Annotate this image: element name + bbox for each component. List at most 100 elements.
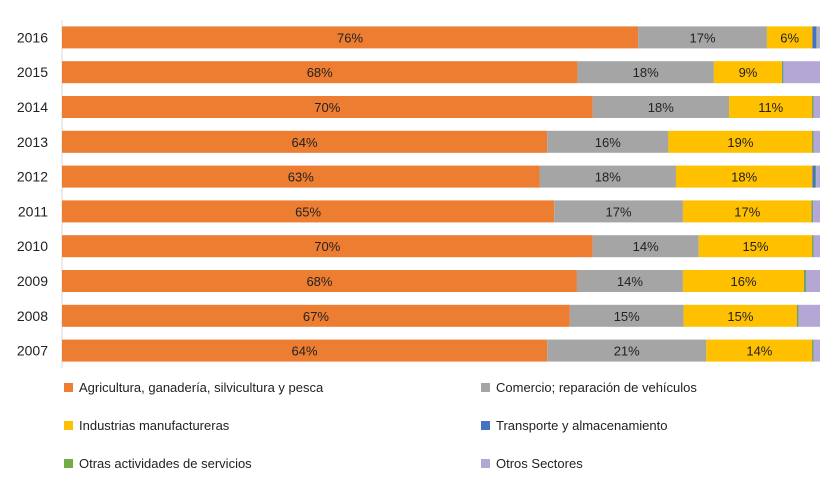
bar-segment: [812, 200, 814, 223]
bar-segment: [554, 200, 683, 223]
legend-label: Otros Sectores: [496, 456, 583, 471]
legend-item: Otras actividades de servicios: [64, 456, 252, 471]
bar-segment: [62, 26, 639, 49]
bar-segment: [806, 270, 820, 292]
data-label: 70%: [314, 100, 340, 115]
bar-segment: [62, 130, 548, 153]
legend-item: Agricultura, ganadería, silvicultura y p…: [64, 380, 323, 395]
bar-segment: [729, 96, 813, 118]
bar-segment: [638, 26, 767, 49]
bar-segment: [675, 165, 813, 188]
bar-segment: [62, 165, 540, 188]
y-tick-label: 2009: [17, 273, 48, 289]
data-label: 17%: [606, 204, 632, 219]
data-label: 15%: [614, 309, 640, 324]
bar-segment: [547, 339, 707, 362]
y-tick-label: 2015: [17, 64, 48, 80]
data-label: 64%: [292, 344, 318, 359]
y-tick-label: 2014: [17, 99, 48, 115]
data-label: 11%: [758, 100, 783, 115]
legend-item: Otros Sectores: [481, 456, 583, 471]
data-label: 17%: [734, 204, 760, 219]
bar-segment: [576, 270, 683, 292]
legend-swatch: [64, 421, 73, 430]
bar-segment: [813, 339, 820, 362]
data-label: 14%: [617, 274, 643, 289]
legend-label: Agricultura, ganadería, silvicultura y p…: [79, 380, 324, 395]
y-tick-label: 2007: [17, 343, 48, 359]
bar-segment: [592, 96, 730, 118]
data-label: 76%: [337, 30, 363, 45]
data-label: 68%: [306, 274, 332, 289]
data-label: 18%: [633, 65, 659, 80]
bar-segment: [798, 304, 820, 327]
legend-swatch: [64, 383, 73, 392]
bar-segment: [812, 96, 814, 118]
data-label: 67%: [303, 309, 329, 324]
legend-item: Comercio; reparación de vehículos: [481, 380, 697, 395]
bar-segment: [698, 235, 813, 258]
legend-label: Otras actividades de servicios: [79, 456, 252, 471]
y-tick-label: 2012: [17, 169, 48, 185]
y-tick-label: 2010: [17, 238, 48, 254]
bars: [62, 26, 820, 362]
data-label: 68%: [307, 65, 333, 80]
bar-segment: [577, 61, 714, 84]
data-label: 17%: [689, 30, 715, 45]
bar-segment: [816, 26, 817, 49]
bar-segment: [683, 304, 798, 327]
bar-segment: [813, 130, 814, 153]
bar-segment: [804, 270, 805, 292]
bar-segment: [682, 270, 805, 292]
data-label: 21%: [614, 344, 640, 359]
bar-segment: [816, 165, 820, 188]
data-label: 19%: [727, 135, 753, 150]
bar-segment: [682, 200, 812, 223]
bar-segment: [815, 165, 817, 188]
data-label: 70%: [314, 239, 340, 254]
bar-segment: [813, 200, 820, 223]
bar-segment: [812, 26, 817, 49]
data-label: 18%: [731, 170, 757, 185]
data-label: 6%: [780, 30, 799, 45]
legend-swatch: [481, 421, 490, 430]
bar-segment: [797, 304, 799, 327]
bar-segment: [813, 96, 820, 118]
bar-segment: [813, 235, 820, 258]
bar-segment: [62, 270, 577, 292]
bar-segment: [766, 26, 813, 49]
bar-segment: [813, 235, 814, 258]
data-label: 16%: [595, 135, 621, 150]
bar-segment: [569, 304, 684, 327]
bar-segment: [816, 26, 820, 49]
bar-segment: [783, 61, 820, 84]
bar-segment: [62, 235, 593, 258]
bar-segment: [798, 304, 799, 327]
bar-segment: [812, 339, 814, 362]
bar-segment: [668, 130, 813, 153]
bar-segment: [782, 61, 784, 84]
legend-swatch: [64, 459, 73, 468]
legend-item: Industrias manufactureras: [64, 418, 229, 433]
data-label: 15%: [727, 309, 753, 324]
bar-segment: [706, 339, 813, 362]
bar-segment: [813, 96, 814, 118]
bar-segment: [811, 200, 813, 223]
bar-segment: [782, 61, 783, 84]
bar-segment: [592, 235, 699, 258]
y-tick-label: 2008: [17, 308, 48, 324]
bar-segment: [812, 130, 814, 153]
data-label: 65%: [295, 204, 321, 219]
legend-label: Industrias manufactureras: [79, 418, 230, 433]
data-labels: 76% 17% 6% 68% 18% 9% 70% 18% 11% 64% 16% 19% 63% 18%…: [288, 30, 800, 358]
y-tick-label: 2013: [17, 134, 48, 150]
bar-segment: [804, 270, 807, 292]
legend-swatch: [481, 459, 490, 468]
bar-segment: [812, 165, 816, 188]
data-label: 14%: [746, 344, 772, 359]
bar-segment: [62, 339, 548, 362]
data-label: 64%: [292, 135, 318, 150]
legend-label: Transporte y almacenamiento: [496, 418, 668, 433]
bar-segment: [547, 130, 669, 153]
